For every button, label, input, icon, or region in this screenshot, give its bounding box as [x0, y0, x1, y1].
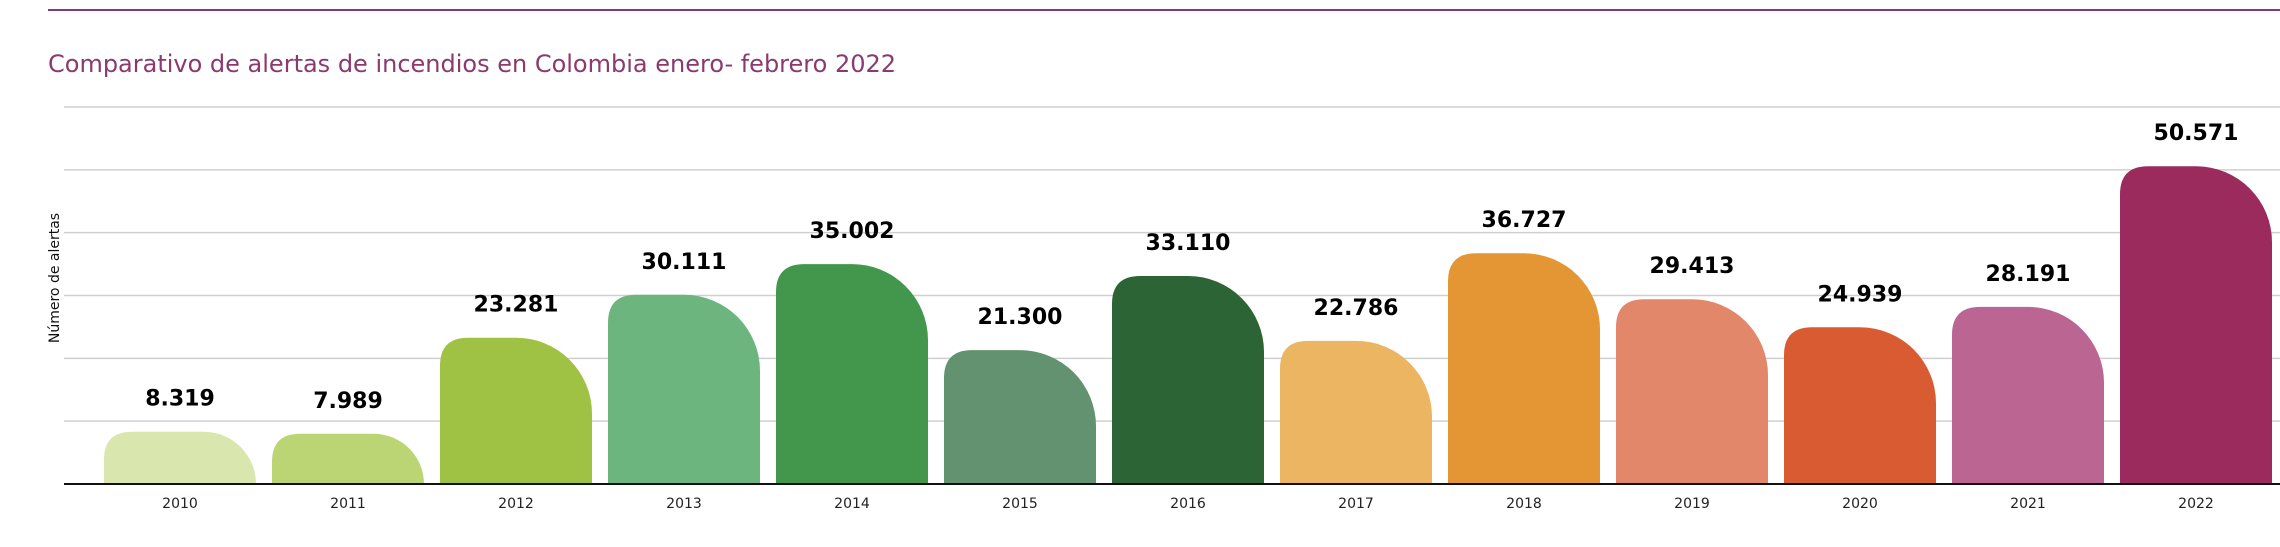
x-tick-labels: 2010 2011 2012 2013 2014 2015 2016 2017 2018 2019…: [162, 496, 2214, 512]
value-label-2011: 7.989: [313, 389, 383, 414]
x-tick-2013: 2013: [666, 496, 702, 512]
y-axis-label: Número de alertas: [47, 213, 63, 343]
x-tick-2022: 2022: [2178, 496, 2214, 512]
value-label-2012: 23.281: [474, 293, 559, 318]
x-tick-2020: 2020: [1842, 496, 1878, 512]
value-label-2014: 35.002: [810, 219, 895, 244]
value-label-2020: 24.939: [1818, 282, 1903, 307]
bar-2022: [2120, 166, 2272, 484]
bar-2020: [1784, 327, 1936, 484]
value-label-2010: 8.319: [145, 387, 215, 412]
bar-2010: [104, 431, 256, 484]
bar-2014: [776, 264, 928, 484]
x-tick-2016: 2016: [1170, 496, 1206, 512]
value-label-2013: 30.111: [642, 250, 727, 275]
value-label-2017: 22.786: [1314, 296, 1399, 321]
bar-2019: [1616, 299, 1768, 484]
bar-2018: [1448, 253, 1600, 484]
bar-2016: [1112, 275, 1264, 484]
chart-title: Comparativo de alertas de incendios en C…: [48, 50, 897, 78]
value-labels: 8.319 7.989 23.281 30.111 35.002 21.300 33.110…: [145, 121, 2238, 414]
top-divider: [48, 9, 2280, 11]
bar-2021: [1952, 306, 2104, 484]
x-tick-2018: 2018: [1506, 496, 1542, 512]
bar-2015: [944, 350, 1096, 484]
x-tick-2014: 2014: [834, 496, 870, 512]
bar-2017: [1280, 340, 1432, 484]
value-label-2021: 28.191: [1986, 262, 2071, 287]
bars: [104, 166, 2272, 484]
value-label-2015: 21.300: [978, 305, 1063, 330]
x-tick-2012: 2012: [498, 496, 534, 512]
value-label-2022: 50.571: [2154, 121, 2239, 146]
bar-2011: [272, 433, 424, 484]
x-tick-2010: 2010: [162, 496, 198, 512]
x-tick-2019: 2019: [1674, 496, 1710, 512]
value-label-2019: 29.413: [1650, 254, 1735, 279]
x-tick-2017: 2017: [1338, 496, 1374, 512]
x-tick-2015: 2015: [1002, 496, 1038, 512]
bar-2013: [608, 294, 760, 484]
value-label-2016: 33.110: [1146, 231, 1231, 256]
x-tick-2021: 2021: [2010, 496, 2046, 512]
x-tick-2011: 2011: [330, 496, 366, 512]
bar-2012: [440, 337, 592, 484]
value-label-2018: 36.727: [1482, 208, 1567, 233]
